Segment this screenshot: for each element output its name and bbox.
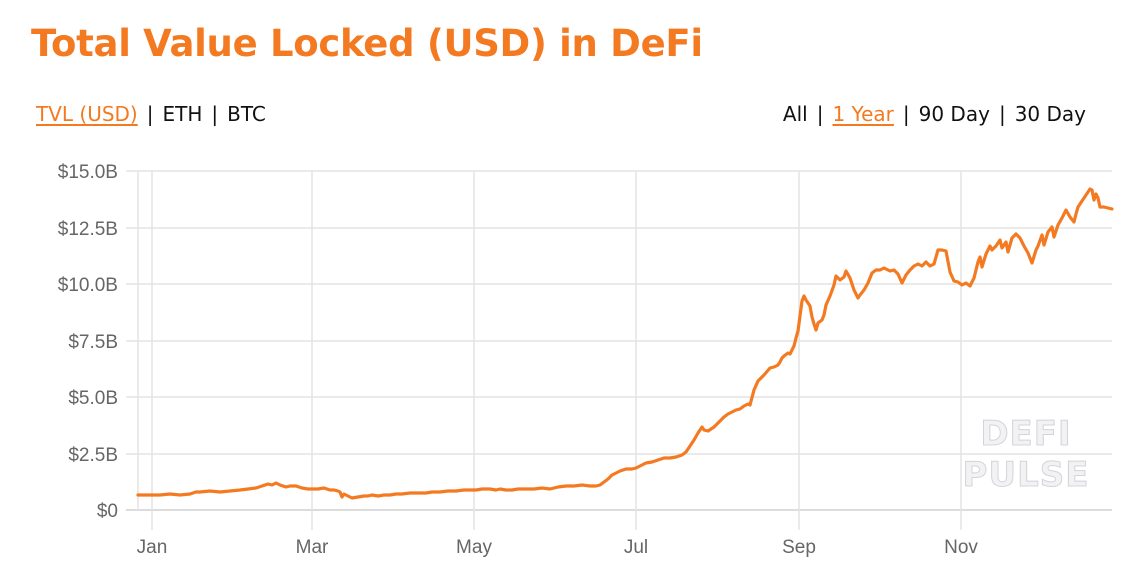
separator: | [146, 102, 154, 126]
x-axis-labels: Jan Mar May Jul Sep Nov [137, 537, 979, 558]
separator: | [211, 102, 219, 126]
x-tick-label: Mar [296, 537, 329, 558]
y-tick-label: $5.0B [68, 388, 118, 409]
tab-btc[interactable]: BTC [227, 102, 266, 126]
watermark-line1: DEFI [980, 414, 1071, 454]
separator: | [998, 102, 1006, 126]
y-gridlines [126, 170, 1112, 511]
x-gridlines [137, 171, 962, 530]
y-tick-label: $12.5B [58, 219, 118, 240]
range-30-day[interactable]: 30 Day [1014, 102, 1086, 126]
page-title: Total Value Locked (USD) in DeFi [31, 22, 703, 65]
watermark-line2: PULSE [963, 455, 1090, 495]
defi-pulse-watermark: DEFI PULSE [962, 414, 1090, 496]
tab-tvl-usd[interactable]: TVL (USD) [36, 102, 138, 126]
y-tick-label: $15.0B [58, 162, 118, 183]
x-tick-label: Sep [782, 537, 816, 558]
y-tick-label: $2.5B [68, 445, 118, 466]
x-tick-label: Jan [137, 537, 168, 558]
range-all[interactable]: All [782, 102, 808, 126]
y-tick-label: $0 [97, 501, 118, 522]
y-tick-label: $7.5B [68, 332, 118, 353]
range-selector: All | 1 Year | 90 Day | 30 Day [783, 102, 1086, 126]
x-tick-label: Nov [944, 537, 978, 558]
metric-selector: TVL (USD) | ETH | BTC [36, 102, 266, 126]
separator: | [902, 102, 910, 126]
x-tick-label: Jul [624, 537, 648, 558]
tab-eth[interactable]: ETH [162, 102, 203, 126]
range-1-year[interactable]: 1 Year [832, 102, 894, 126]
range-90-day[interactable]: 90 Day [918, 102, 990, 126]
y-tick-label: $10.0B [58, 275, 118, 296]
y-axis-labels: $15.0B $12.5B $10.0B $7.5B $5.0B $2.5B $… [58, 162, 118, 522]
x-tick-label: May [456, 537, 492, 558]
tvl-series-line [136, 187, 1114, 500]
separator: | [816, 102, 824, 126]
